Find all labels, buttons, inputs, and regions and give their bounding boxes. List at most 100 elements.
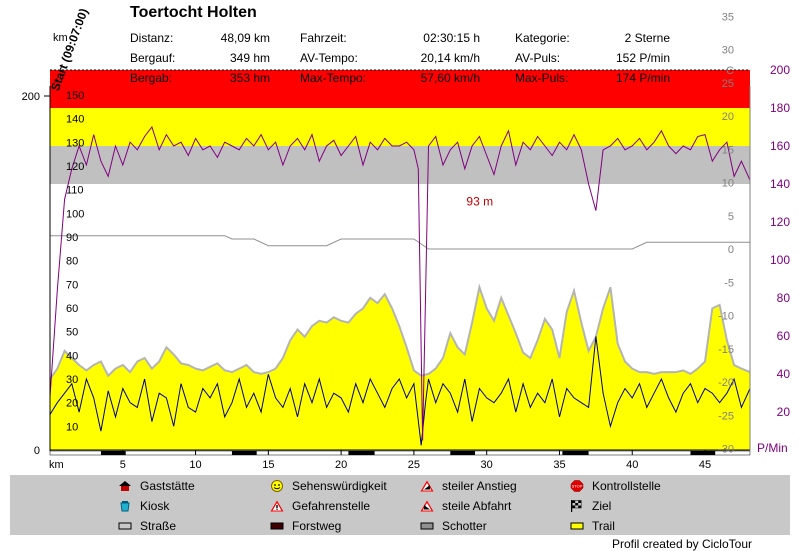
legend-label: steiler Anstieg [442,479,517,493]
stat-distance-label: Distanz: [130,31,174,45]
pulse-tick-label: 120 [770,215,790,229]
legend-item-kontrollstelle: STOP Kontrollstelle [570,479,661,493]
legend-item-ziel: Ziel [570,499,611,513]
stat-category-value: 2 Sterne [624,31,670,45]
stat-distance-value: 48,09 km [220,31,270,45]
page-title: Toertocht Holten [130,4,257,21]
temp-tick-label: -20 [718,377,734,389]
x-tick-label: 10 [189,459,201,470]
house-icon [119,481,131,491]
stat-category-label: Kategorie: [515,31,570,45]
left-axis-unit-label: km [53,32,68,44]
speed-tick-label: 90 [66,232,78,244]
legend-item-forstweg: Forstweg [270,519,341,533]
x-tick-label: 45 [699,459,711,470]
speed-tick-label: 110 [66,185,84,197]
trail-swatch-icon [570,522,584,530]
legend-label: Ziel [592,499,612,513]
speed-tick-label: 140 [66,114,84,126]
stat-max-pulse-label: Max-Puls: [515,71,569,85]
temp-tick-label: 20 [722,111,734,123]
pulse-tick-label: 180 [770,101,790,115]
legend-label: Kontrollstelle [592,479,661,493]
x-tick-label: 20 [335,459,347,470]
temp-tick-label: -30 [718,444,734,456]
pulse-tick-label: 200 [770,63,790,77]
x-tick-label: 35 [553,459,565,470]
pulse-tick-label: 20 [777,405,791,419]
speed-tick-label: 40 [66,350,78,362]
legend-label: Sehenswürdigkeit [292,479,387,493]
left-primary-tick: 0 [34,445,40,457]
surface-strip [49,450,751,456]
temp-tick-label: -25 [718,410,734,422]
legend-item-gefahrenstelle: Gefahrenstelle [270,499,370,513]
speed-tick-label: 50 [66,327,78,339]
temp-tick-label: 30 [722,45,734,57]
stat-climb-value: 349 hm [229,51,270,65]
legend-label: Straße [140,519,177,533]
legend-label: Schotter [442,519,487,533]
warning-up-icon [420,480,434,492]
temp-tick-label: 15 [722,144,734,156]
stat-avg-pulse-value: 152 P/min [615,51,670,65]
elevation-annotation: 93 m [466,194,493,208]
legend-item-strasse: Straße [118,519,176,533]
cup-icon [120,501,130,512]
temp-axis-unit-label: C [726,65,734,77]
speed-line [49,336,751,446]
route-profile-chart: 5 10 15 20 25 30 35 40 45km0200km102030405060708… [22,11,791,470]
legend-label: Forstweg [292,519,342,533]
legend-item-steiler-anstieg: steiler Anstieg [420,479,517,493]
warning-icon [270,500,284,512]
legend: Gaststätte Sehenswürdigkeit steiler Anst… [10,475,790,535]
x-tick-label: 5 [120,459,126,470]
pulse-axis-unit-label: P/Min [757,441,788,455]
smiley-icon [271,480,283,492]
x-tick-label: 25 [408,459,420,470]
temperature-line [50,235,750,250]
legend-label: Gefahrenstelle [292,499,371,513]
left-primary-tick: 200 [22,91,40,103]
surface-segment-5 [690,451,716,455]
stat-avg-pulse-label: AV-Puls: [515,51,561,65]
road-swatch-icon [118,522,132,530]
finish-flag-icon [571,500,582,512]
stat-descent-label: Bergab: [130,71,173,85]
credit-text: Profil created by CicloTour [611,537,752,551]
stat-max-speed-label: Max-Tempo: [300,71,367,85]
temp-tick-label: 5 [728,211,734,223]
legend-label: steile Abfahrt [442,499,512,513]
speed-tick-label: 30 [66,374,78,386]
warning-down-icon [420,500,434,512]
speed-tick-label: 20 [66,398,78,410]
temp-tick-label: -10 [718,311,734,323]
speed-tick-label: 100 [66,208,84,220]
temp-tick-label: -5 [724,277,734,289]
stat-max-speed-value: 57,60 km/h [420,71,480,85]
temp-tick-label: 35 [722,11,734,23]
surface-segment-0 [100,451,126,455]
surface-segment-3 [450,451,476,455]
x-tick-label: 30 [481,459,493,470]
stat-descent-value: 353 hm [229,71,270,85]
pulse-zone-band-1 [50,108,750,146]
stat-avg-speed-label: AV-Tempo: [300,51,358,65]
x-tick-label: 15 [262,459,274,470]
gravel-swatch-icon [420,522,434,530]
forest-road-swatch-icon [270,522,284,530]
pulse-tick-label: 100 [770,253,790,267]
pulse-tick-label: 40 [777,367,791,381]
legend-label: Kiosk [140,499,170,513]
x-unit-label: km [49,459,64,470]
stat-avg-speed-value: 20,14 km/h [420,51,480,65]
surface-segment-2 [348,451,375,455]
legend-item-gaststaette: Gaststätte [118,479,195,493]
temp-tick-label: 25 [722,78,734,90]
stop-icon: STOP [570,480,584,492]
stat-ride-time-value: 02:30:15 h [423,31,480,45]
legend-label: Trail [592,519,615,533]
legend-item-sehenswuerdigkeit: Sehenswürdigkeit [270,479,387,493]
legend-item-steile-abfahrt: steile Abfahrt [420,499,511,513]
stat-max-pulse-value: 174 P/min [615,71,670,85]
